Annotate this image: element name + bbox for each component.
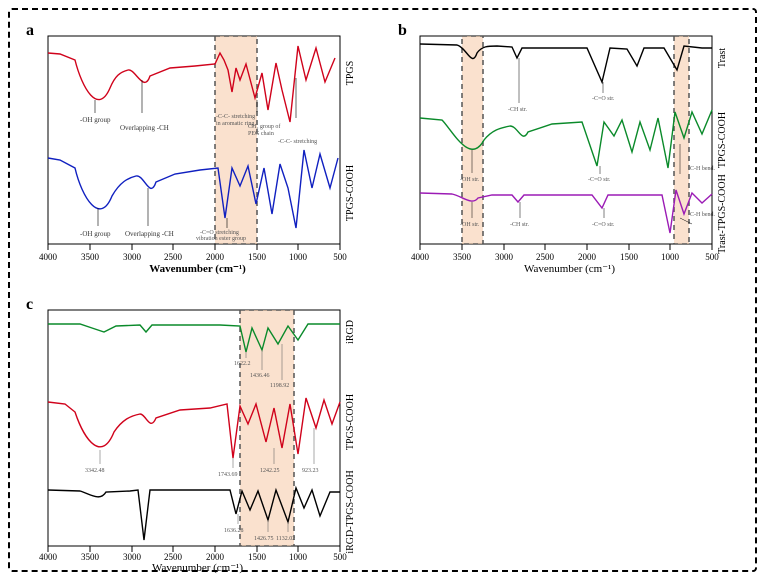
svg-text:1636.28: 1636.28 [224,528,244,534]
trace-irgd-tpgs-cooh [48,488,340,540]
trace-tpgs-cooh-c [48,398,340,458]
svg-text:1198.92: 1198.92 [270,383,289,389]
svg-text:3342.48: 3342.48 [85,468,105,474]
trace-label-tpgs-cooh-b: TPGS-COOH [717,112,728,168]
svg-text:vibration ester group: vibration ester group [196,236,246,242]
svg-text:3500: 3500 [453,252,472,262]
trace-tpgs [48,46,335,122]
ann-oh-2: -OH group [80,230,111,238]
panel-b-xlabel: Wavenumber (cm⁻¹) [524,262,615,275]
svg-text:3000: 3000 [495,252,514,262]
trace-label-trast-tpgs-cooh: Trast-TPGS-COOH [717,174,728,254]
svg-text:3000: 3000 [123,552,142,562]
svg-text:3500: 3500 [81,252,100,262]
panel-c-label: c [26,296,33,314]
trace-label-tpgs-cooh-c: TPGS-COOH [345,394,356,450]
svg-text:C-H bend.: C-H bend. [690,166,715,172]
svg-text:1000: 1000 [661,252,680,262]
panel-b-highlight-1 [462,36,483,244]
panel-b-svg: Trast TPGS-COOH Trast-TPGS-COOH -C=O str… [392,18,747,276]
panel-b-label: b [398,22,407,40]
svg-text:1426.75: 1426.75 [254,536,274,542]
svg-text:500: 500 [333,552,347,562]
panel-a: a TPGS TPGS-COOH -OH group Overlapping -… [20,18,375,276]
panel-a-xticks: 4000 3500 3000 2500 2000 1500 1000 500 [39,244,347,262]
svg-text:4000: 4000 [39,252,58,262]
trace-label-trast: Trast [717,48,728,68]
svg-text:-C=O str.: -C=O str. [592,222,615,228]
svg-text:923.23: 923.23 [302,468,319,474]
svg-text:2500: 2500 [536,252,555,262]
svg-text:-OH str.: -OH str. [460,222,480,228]
panel-a-svg: TPGS TPGS-COOH -OH group Overlapping -CH… [20,18,375,276]
trace-label-irgd: iRGD [345,320,356,344]
panel-b-highlight-2 [674,36,689,244]
svg-text:1743.69: 1743.69 [218,472,238,478]
svg-text:1000: 1000 [289,252,308,262]
svg-text:1132.02: 1132.02 [276,536,295,542]
trace-label-tpgs-cooh: TPGS-COOH [345,165,356,221]
svg-text:-CH str.: -CH str. [510,222,530,228]
svg-text:1622.2: 1622.2 [234,361,251,367]
svg-text:2000: 2000 [206,252,225,262]
trace-label-irgd-tpgs-cooh: iRGD-TPGS-COOH [345,470,356,553]
trace-label-tpgs: TPGS [345,61,356,85]
svg-text:1500: 1500 [248,252,267,262]
svg-text:PEG chain: PEG chain [248,131,274,137]
svg-text:2500: 2500 [164,252,183,262]
ann-oh-1: -OH group [80,116,111,124]
svg-text:C-H bend.: C-H bend. [690,212,715,218]
ann-ch2-peg: CH₂ group of [248,123,280,130]
svg-text:4000: 4000 [411,252,430,262]
panel-a-label: a [26,22,34,40]
ann-cc-str: -C-C- stretching [278,139,317,145]
panel-c: c iRGD TPGS-COOH iRGD-TPGS-COOH 1622.2 1… [20,292,375,564]
svg-text:-OH str.: -OH str. [460,177,480,183]
trace-tpgs-cooh [48,150,338,228]
svg-text:3500: 3500 [81,552,100,562]
svg-text:1500: 1500 [248,552,267,562]
panel-c-svg: iRGD TPGS-COOH iRGD-TPGS-COOH 1622.2 143… [20,292,375,564]
svg-text:500: 500 [705,252,719,262]
ann-cc-aromatic: -C-C- stretching [216,114,255,120]
svg-text:1500: 1500 [620,252,639,262]
svg-text:1436.46: 1436.46 [250,373,270,379]
panel-b-xticks: 4000 3500 3000 2500 2000 1500 1000 500 [411,244,719,262]
svg-text:-CH str.: -CH str. [508,107,528,113]
svg-text:4000: 4000 [39,552,58,562]
svg-text:500: 500 [333,252,347,262]
svg-text:-C=O str.: -C=O str. [592,96,615,102]
panel-b: b Trast TPGS-COOH Trast-TPGS-COOH -C=O s… [392,18,747,276]
panel-c-xlabel: Wavenumber (cm⁻¹) [152,561,243,574]
ann-ch-1: Overlapping -CH [120,124,169,132]
svg-text:-C=O str.: -C=O str. [588,177,611,183]
svg-text:1242.25: 1242.25 [260,468,280,474]
panel-a-xlabel: Wavenumber (cm⁻¹) [149,262,246,275]
svg-text:2000: 2000 [578,252,597,262]
panel-c-xticks: 4000 3500 3000 2500 2000 1500 1000 500 [39,546,347,562]
panel-a-highlight [215,36,257,244]
svg-text:3000: 3000 [123,252,142,262]
svg-text:1000: 1000 [289,552,308,562]
trace-irgd [48,324,340,352]
ann-ch-2: Overlapping -CH [125,230,174,238]
